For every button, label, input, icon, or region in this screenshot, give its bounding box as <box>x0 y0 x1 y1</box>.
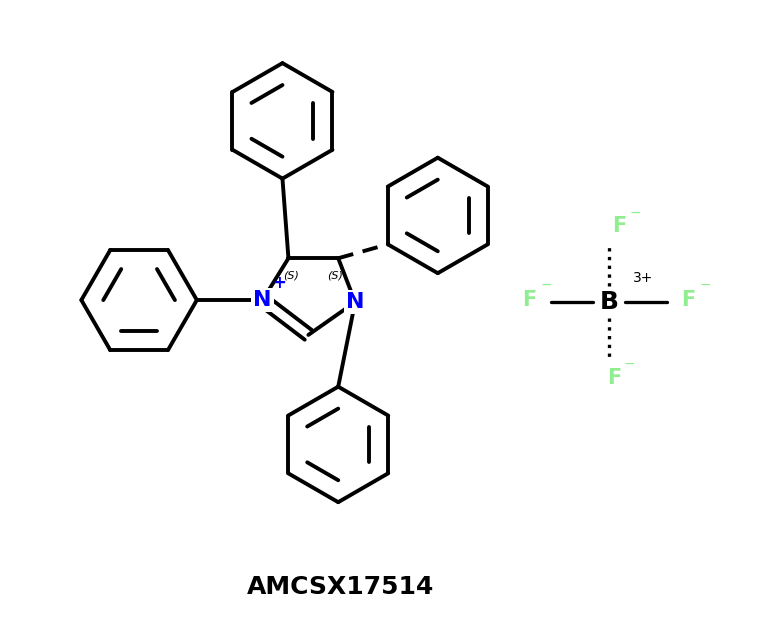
Text: (S): (S) <box>283 270 300 280</box>
Text: +: + <box>272 274 286 292</box>
Text: (S): (S) <box>327 270 343 280</box>
Text: F: F <box>611 216 626 236</box>
Text: N: N <box>346 292 365 312</box>
Text: N: N <box>253 290 272 310</box>
Text: AMCSX17514: AMCSX17514 <box>247 575 434 598</box>
Text: F: F <box>522 290 536 310</box>
Text: 3+: 3+ <box>633 271 653 285</box>
Text: −: − <box>541 278 552 292</box>
Text: −: − <box>623 357 635 371</box>
Text: −: − <box>700 278 712 292</box>
Text: F: F <box>607 368 621 387</box>
Text: B: B <box>600 290 618 314</box>
Text: −: − <box>629 205 641 219</box>
Text: F: F <box>681 290 696 310</box>
